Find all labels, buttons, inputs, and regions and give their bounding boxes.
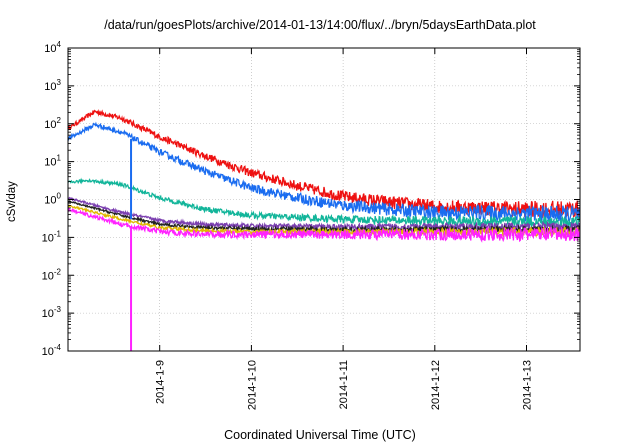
y-tick-label-exponent: 1 (57, 154, 62, 163)
x-tick-label: 2014-1-12 (430, 360, 442, 410)
y-tick-label-base: 10 (42, 232, 54, 244)
y-tick-label-base: 10 (44, 43, 56, 55)
y-tick-label-exponent: 4 (57, 40, 62, 49)
series-line-3 (68, 177, 580, 230)
y-tick-label-exponent: -4 (54, 343, 62, 352)
y-tick-label: 102 (44, 116, 61, 131)
y-tick-label: 10-1 (42, 229, 62, 244)
y-tick-label-exponent: -2 (54, 267, 62, 276)
y-tick-label-base: 10 (44, 81, 56, 93)
y-tick-label-base: 10 (44, 119, 56, 131)
y-tick-label-base: 10 (42, 308, 54, 320)
x-tick-label: 2014-1-9 (155, 360, 167, 404)
y-tick-label-base: 10 (44, 195, 56, 207)
y-tick-label-exponent: -3 (54, 305, 62, 314)
chart-title: /data/run/goesPlots/archive/2014-01-13/1… (104, 18, 536, 32)
y-tick-label-base: 10 (42, 346, 54, 358)
series-line-1 (68, 108, 580, 219)
y-tick-label: 10-2 (42, 267, 62, 282)
x-tick-label: 2014-1-13 (522, 360, 534, 410)
y-tick-label: 100 (44, 192, 61, 207)
y-tick-label-exponent: 3 (57, 78, 62, 87)
y-tick-label: 101 (44, 154, 61, 169)
series-line-7 (68, 207, 580, 243)
y-tick-label: 103 (44, 78, 61, 93)
y-tick-label-base: 10 (42, 270, 54, 282)
y-tick-label-exponent: 2 (57, 116, 62, 125)
y-axis-label: cSv/day (6, 181, 18, 222)
y-tick-label: 10-4 (42, 343, 62, 358)
x-tick-label: 2014-1-10 (246, 360, 258, 410)
y-tick-label-exponent: 0 (57, 192, 62, 201)
x-axis-label: Coordinated Universal Time (UTC) (224, 428, 416, 442)
x-tick-label: 2014-1-11 (338, 360, 350, 409)
y-tick-label-base: 10 (44, 157, 56, 169)
series-line-2 (68, 121, 580, 225)
y-tick-label: 10-3 (42, 305, 62, 320)
y-tick-label-exponent: -1 (54, 229, 62, 238)
y-tick-label: 104 (44, 40, 61, 55)
